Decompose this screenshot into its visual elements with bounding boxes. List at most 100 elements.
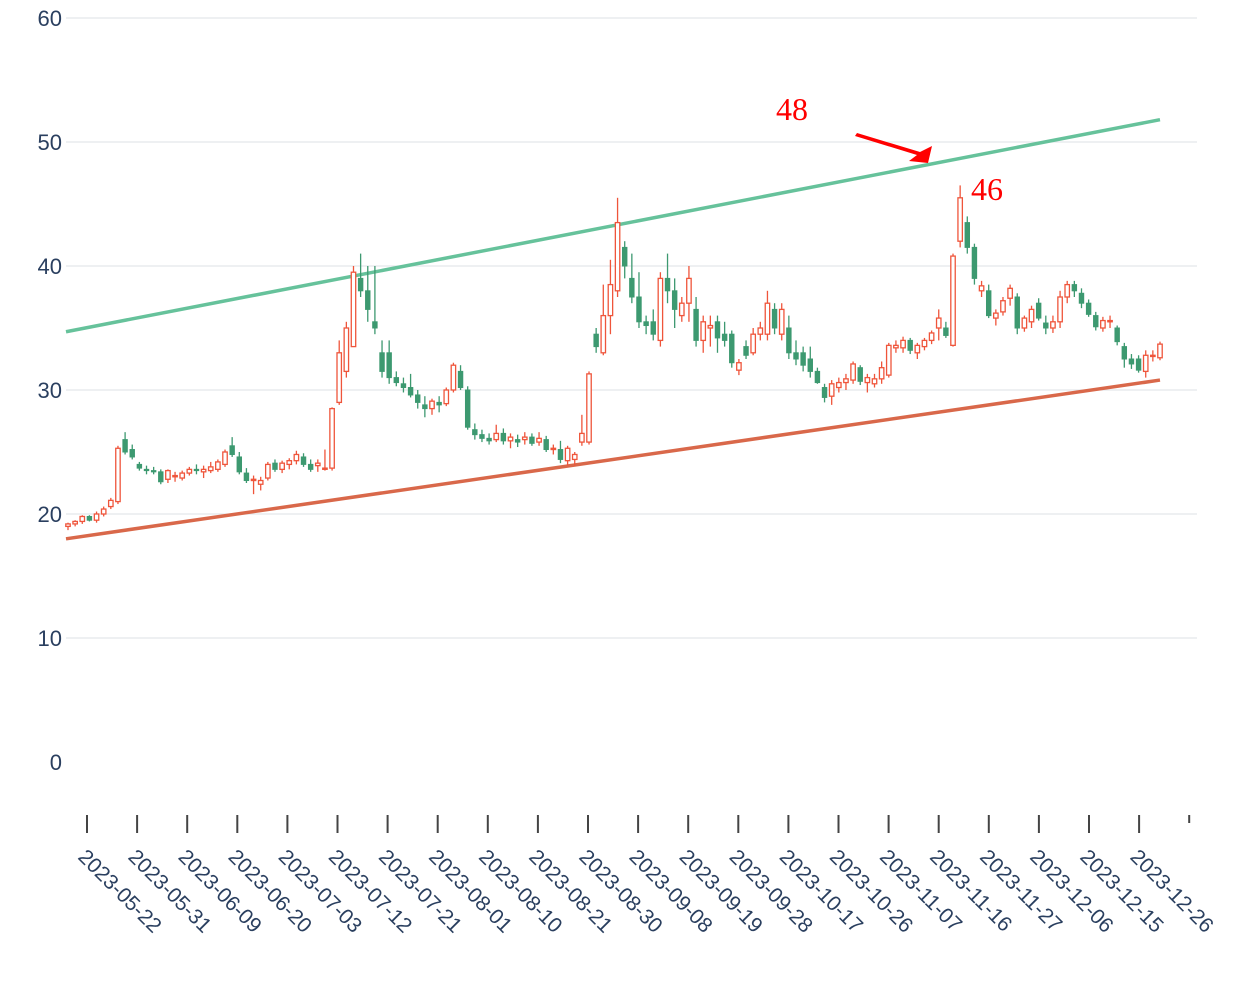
candle-body-down [1114,327,1120,343]
candle [472,423,478,440]
candle [129,444,135,460]
candle [992,309,999,326]
candle-body-up [550,447,557,451]
candle [229,437,235,457]
candle-body-down [814,370,821,384]
candle-body-down [158,471,164,483]
candle [771,303,778,335]
candle [885,342,892,378]
candle-body-down [436,401,442,406]
candle-body-up [957,197,964,242]
candle [1043,315,1049,335]
candle-body-up [257,479,264,485]
candle-body-up [443,389,450,405]
candle [357,253,364,297]
candles [65,185,1163,531]
candle-body-down [86,515,93,521]
candle [457,365,464,390]
candle [657,272,664,347]
candle-body-down [122,439,128,453]
candle [379,340,385,378]
candle [1142,350,1149,378]
candle-body-up [900,339,906,349]
candle [1107,315,1113,328]
candle [479,429,485,443]
candle [843,373,849,390]
candle [79,515,86,524]
candle [593,328,599,353]
candle-body-up [222,451,228,466]
candle-body-down [1135,358,1142,371]
candle [329,407,335,471]
candle-body-up [72,520,78,525]
candle-body-down [1071,284,1078,292]
candle-body-down [243,472,250,482]
candle-body-up [928,332,935,342]
candle [322,449,328,471]
candle-body-down [386,352,392,379]
candle [607,259,614,335]
candle [614,197,621,297]
candle-body-down [136,463,143,469]
candle-body-up [835,381,842,389]
candle-body-down [1043,322,1049,329]
candle [629,253,635,304]
candle-body-up [215,461,221,471]
candle-body-up [843,378,849,384]
candle-body-down [771,308,778,329]
candle [1114,325,1120,346]
candle [736,359,742,376]
candle-body-down [743,346,749,356]
candle [636,272,642,328]
candle [1021,315,1028,332]
candle [521,432,528,445]
candle [1093,311,1099,331]
candle-body-down [1093,315,1099,328]
candle-body-down [985,290,992,317]
candle [950,253,956,347]
candle [65,522,71,531]
candle [386,340,392,384]
candle-body-down [143,468,150,472]
candle-body-down [821,387,828,398]
candle-body-down [693,308,699,341]
candle [928,330,935,345]
candle-body-up [757,327,764,335]
candle-body-down [500,432,507,442]
candle-body-down [229,445,235,455]
candle [307,459,314,472]
candle-body-down [1121,346,1128,360]
annotations: 48 46 [776,91,1003,207]
candle-body-down [1014,296,1020,329]
candle-body-down [400,383,407,389]
candle [464,386,471,430]
candle [786,315,792,359]
candle-body-down [557,449,564,460]
candle-body-down [307,463,314,470]
candle [764,290,771,341]
candle [678,297,685,322]
candle-body-up [350,271,357,348]
candle-body-up [507,436,514,442]
candle-body-up [1107,319,1113,323]
candle-body-up [707,324,714,329]
candle-body-up [343,327,350,373]
candle-body-down [643,321,649,327]
candle [179,470,186,481]
candle [650,309,656,341]
candle [1050,315,1056,333]
candle [985,284,992,319]
candle [579,414,585,446]
candle [1014,293,1020,335]
candle-body-up [850,363,856,381]
candle [1064,280,1071,304]
candle [393,371,400,387]
candle [671,278,678,328]
candle [264,461,271,481]
candle [821,383,828,403]
candle-body-up [336,352,343,404]
candle-body-down [793,352,799,360]
trend-lines [65,117,1161,541]
candle [336,340,343,405]
candle [850,361,856,384]
